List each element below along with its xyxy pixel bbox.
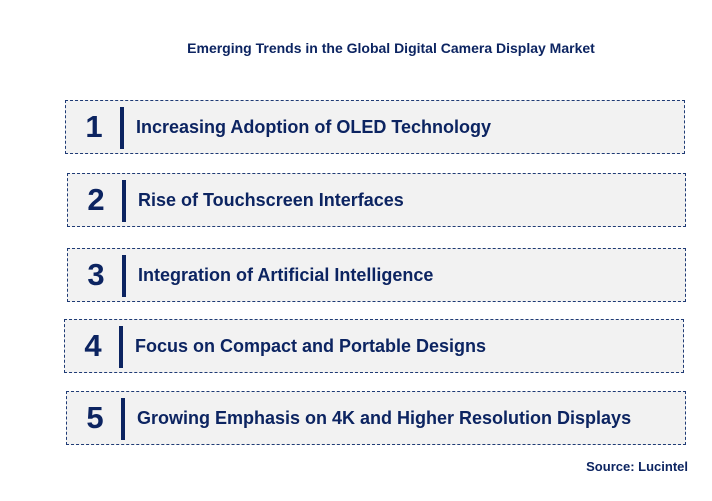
trend-item-1: 1 Increasing Adoption of OLED Technology [65,100,685,154]
trend-item-3: 3 Integration of Artificial Intelligence [67,248,686,302]
page-title: Emerging Trends in the Global Digital Ca… [187,40,595,56]
item-label: Focus on Compact and Portable Designs [135,336,487,356]
item-number: 4 [84,328,102,363]
trend-item-2: 2 Rise of Touchscreen Interfaces [67,173,686,227]
item-label: Growing Emphasis on 4K and Higher Resolu… [137,408,632,428]
item-label: Rise of Touchscreen Interfaces [138,190,404,210]
divider [122,255,126,297]
divider [119,326,123,368]
item-number: 2 [87,182,105,217]
trend-item-4: 4 Focus on Compact and Portable Designs [64,319,684,373]
item-number: 1 [85,109,103,144]
item-number: 3 [87,257,105,292]
item-label: Integration of Artificial Intelligence [138,265,434,285]
divider [121,398,125,440]
divider [120,107,124,149]
item-number: 5 [86,400,104,435]
item-label: Increasing Adoption of OLED Technology [136,117,491,137]
divider [122,180,126,222]
trend-item-5: 5 Growing Emphasis on 4K and Higher Reso… [66,391,686,445]
source-label: Source: Lucintel [586,459,688,474]
